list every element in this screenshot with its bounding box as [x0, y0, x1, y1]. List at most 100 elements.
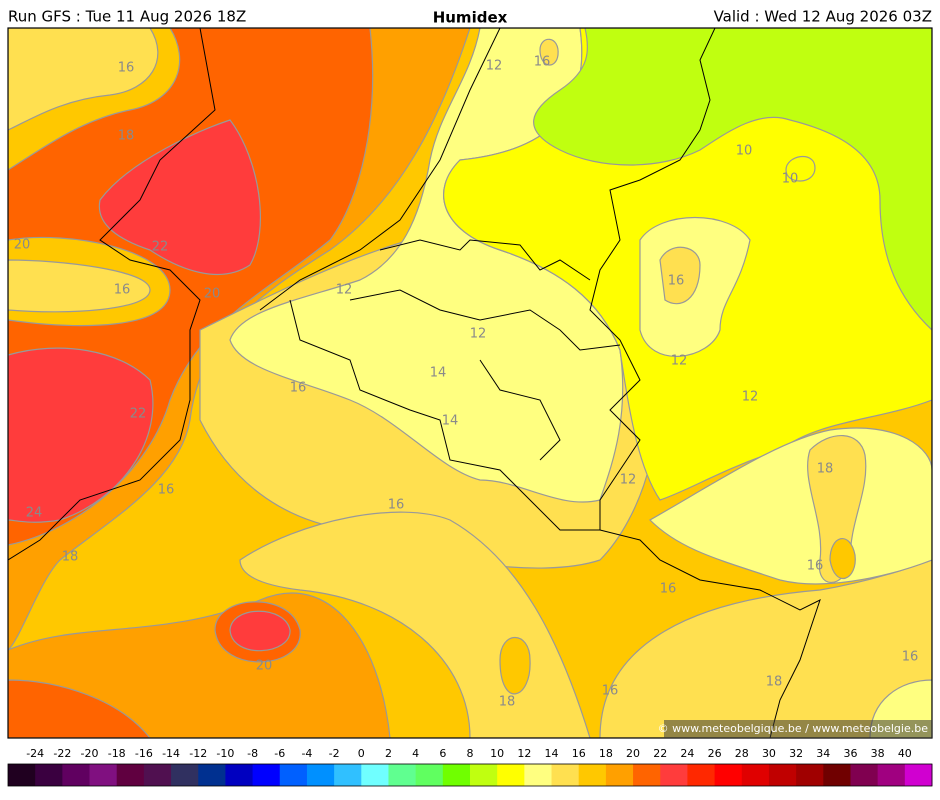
- contour-label: 16: [807, 559, 824, 574]
- colorbar-label: 32: [789, 747, 803, 760]
- colorbar-swatch: [714, 764, 743, 786]
- colorbar-label: -14: [162, 747, 180, 760]
- colorbar-label: 8: [467, 747, 474, 760]
- colorbar-label: 16: [572, 747, 586, 760]
- colorbar-label: 36: [843, 747, 857, 760]
- colorbar-label: 0: [358, 747, 365, 760]
- contour-label: 12: [742, 390, 759, 405]
- colorbar-swatch: [551, 764, 580, 786]
- colorbar-swatch: [198, 764, 226, 786]
- colorbar-label: 6: [439, 747, 446, 760]
- colorbar-swatch: [904, 764, 933, 786]
- colorbar-label: -4: [301, 747, 312, 760]
- colorbar-swatch: [660, 764, 688, 786]
- contour-label: 16: [388, 498, 405, 513]
- colorbar-swatch: [35, 764, 63, 786]
- colorbar-swatch: [89, 764, 118, 786]
- colorbar-label: 26: [708, 747, 722, 760]
- colorbar-swatch: [497, 764, 525, 786]
- contour-label: 12: [671, 354, 688, 369]
- colorbar-label: -2: [329, 747, 340, 760]
- colorbar-swatch: [877, 764, 906, 786]
- colorbar-swatch: [116, 764, 145, 786]
- colorbar-label: -24: [26, 747, 44, 760]
- run-label: Run GFS : Tue 11 Aug 2026 18Z: [8, 8, 246, 26]
- credit-box: [664, 720, 932, 738]
- contour-label: 12: [620, 473, 637, 488]
- map-title: Humidex: [433, 9, 508, 27]
- colorbar-label: -18: [108, 747, 126, 760]
- contour-label: 18: [817, 462, 834, 477]
- colorbar-label: -22: [53, 747, 71, 760]
- contour-label: 12: [486, 59, 503, 74]
- contour-label: 16: [158, 483, 175, 498]
- colorbar-swatch: [605, 764, 634, 786]
- contour-label: 22: [130, 407, 147, 422]
- colorbar-label: 40: [898, 747, 912, 760]
- colorbar-swatch: [687, 764, 716, 786]
- map-frame: [7, 27, 933, 739]
- colorbar-swatch: [171, 764, 199, 786]
- colorbar-swatch: [415, 764, 444, 786]
- contour-label: 16: [534, 55, 551, 70]
- contour-label: 12: [470, 327, 487, 342]
- contour-label: 20: [14, 238, 31, 253]
- colorbar-label: -12: [189, 747, 207, 760]
- colorbar-label: 10: [490, 747, 504, 760]
- contour-label: 16: [602, 684, 619, 699]
- valid-label: Valid : Wed 12 Aug 2026 03Z: [714, 8, 932, 26]
- colorbar-swatch: [62, 764, 91, 786]
- colorbar-swatch: [796, 764, 824, 786]
- colorbar-label: 30: [762, 747, 776, 760]
- colorbar-swatch: [442, 764, 471, 786]
- contour-label: 16: [902, 650, 919, 665]
- colorbar-swatch: [388, 764, 417, 786]
- colorbar-swatch: [334, 764, 362, 786]
- colorbar-label: 20: [626, 747, 640, 760]
- contour-label: 16: [290, 381, 307, 396]
- colorbar-label: 4: [412, 747, 419, 760]
- colorbar-swatch: [225, 764, 254, 786]
- contour-labels: 16 18 20 22 16 20 12 16 10 10 12 12 16 12 14 16 12 22 14 16…: [14, 55, 919, 710]
- colorbar-swatch: [143, 764, 172, 786]
- colorbar-swatch: [850, 764, 879, 786]
- contour-label: 14: [430, 366, 447, 381]
- contour-label: 24: [26, 506, 43, 521]
- colorbar-label: 18: [599, 747, 613, 760]
- colorbar-swatch: [741, 764, 770, 786]
- contour-label: 18: [766, 675, 783, 690]
- colorbar-frame: [7, 763, 933, 787]
- colorbar-swatch: [8, 764, 36, 786]
- colorbar-label: 12: [517, 747, 531, 760]
- colorbar-label: 34: [816, 747, 830, 760]
- contour-label: 20: [256, 659, 273, 674]
- colorbar: -24 -22 -20 -18 -16 -14 -12 -10 -8 -6 -4 -2 0 2 4 6 8 10 1…: [7, 747, 933, 787]
- colorbar-label: 24: [680, 747, 694, 760]
- colorbar-swatch: [361, 764, 389, 786]
- contour-label: 16: [118, 61, 135, 76]
- colorbar-swatch: [768, 764, 797, 786]
- colorbar-swatch: [524, 764, 553, 786]
- colorbar-label: 38: [871, 747, 885, 760]
- contour-label: 16: [660, 582, 677, 597]
- contour-label: 10: [782, 172, 799, 187]
- colorbar-swatch: [823, 764, 851, 786]
- colorbar-label: 2: [385, 747, 392, 760]
- colorbar-swatch: [470, 764, 498, 786]
- colorbar-label: 28: [735, 747, 749, 760]
- contour-label: 16: [668, 274, 685, 289]
- contour-label: 18: [62, 550, 79, 565]
- colorbar-swatch: [633, 764, 661, 786]
- colorbar-label: -20: [81, 747, 99, 760]
- colorbar-label: -6: [274, 747, 285, 760]
- contour-label: 18: [118, 129, 135, 144]
- contour-label: 22: [152, 240, 169, 255]
- colorbar-label: -8: [247, 747, 258, 760]
- colorbar-label: -10: [216, 747, 234, 760]
- colorbar-swatch: [306, 764, 335, 786]
- colorbar-label: 22: [653, 747, 667, 760]
- colorbar-swatch: [578, 764, 607, 786]
- colorbar-swatch: [279, 764, 308, 786]
- contour-label: 14: [442, 414, 459, 429]
